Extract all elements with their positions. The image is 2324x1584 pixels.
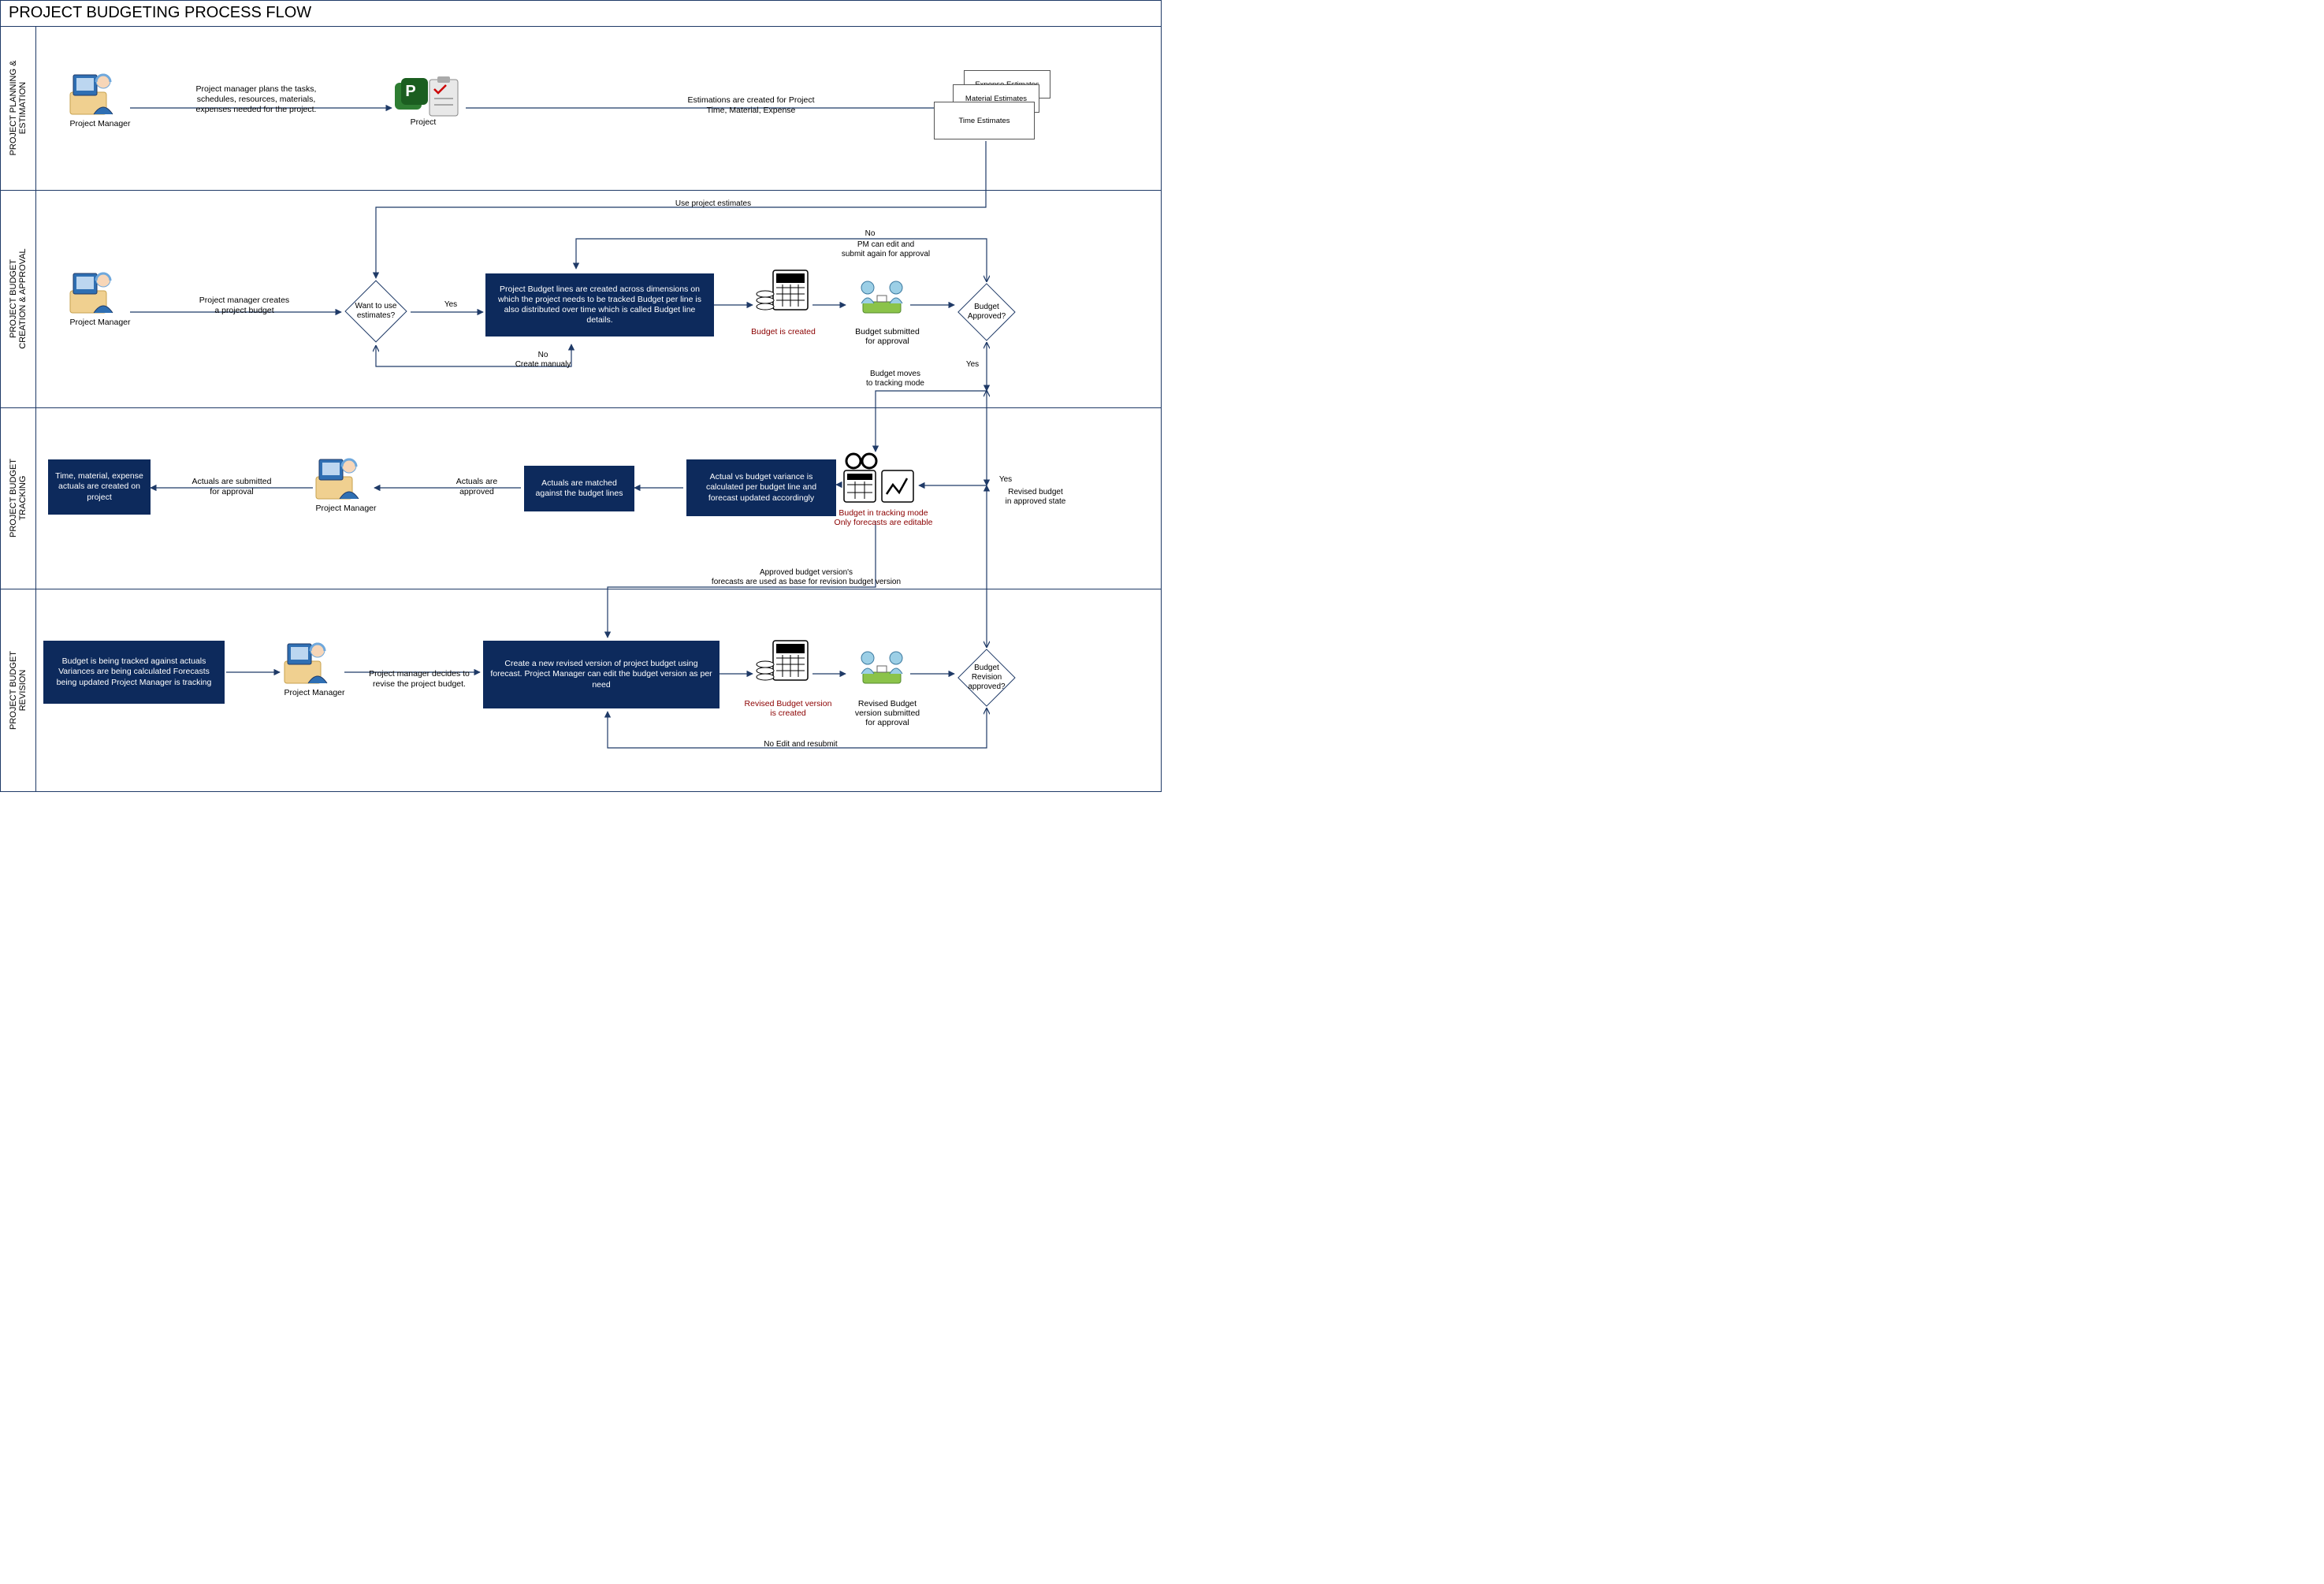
- icon-caption: Budget is created: [732, 327, 835, 337]
- process-box: Create a new revised version of project …: [483, 641, 720, 708]
- lane-border: [1, 190, 1161, 191]
- pm-icon: [70, 74, 113, 114]
- icon-caption: Revised Budget version submitted for app…: [836, 699, 939, 727]
- lane-border: [1, 26, 1161, 27]
- pm-icon: [284, 643, 327, 683]
- pm-caption: Project Manager: [307, 504, 385, 513]
- process-box: Budget is being tracked against actuals …: [43, 641, 225, 704]
- handoff-icon: [861, 281, 902, 313]
- process-box: Actuals are matched against the budget l…: [524, 466, 634, 511]
- diagram-root: PROJECT BUDGETING PROCESS FLOW PROJECT P…: [0, 0, 1162, 792]
- edge-label: Approved budget version's forecasts are …: [680, 568, 932, 587]
- process-box: Time, material, expense actuals are crea…: [48, 459, 151, 515]
- icon-caption: Budget submitted for approval: [836, 327, 939, 346]
- edge-label: Yes: [994, 475, 1017, 485]
- edge-label: Revised budget in approved state: [984, 488, 1087, 507]
- pm-icon: [316, 459, 359, 499]
- flow-text: Actuals are submitted for approval: [173, 477, 291, 497]
- edge-label: Yes: [961, 360, 984, 370]
- clipboard-icon: [429, 76, 458, 116]
- edge-label: No: [858, 229, 882, 239]
- process-box: Project Budget lines are created across …: [485, 273, 714, 337]
- budget-icon: [757, 641, 808, 680]
- edge-label: No Create manualy: [496, 351, 590, 370]
- lane-divider: [35, 26, 36, 792]
- flow-text: Actuals are approved: [429, 477, 524, 497]
- decision-node: Want to use estimates?: [344, 280, 407, 343]
- decision-node: Budget Revision approved?: [957, 649, 1016, 707]
- edge-label: Budget moves to tracking mode: [844, 370, 946, 389]
- flow-text: Estimations are created for Project Time…: [656, 95, 846, 116]
- flow-text: Project manager decides to revise the pr…: [352, 669, 486, 690]
- flow-text: Project manager plans the tasks, schedul…: [177, 84, 335, 115]
- pm-caption: Project Manager: [61, 119, 139, 128]
- decision-node: Budget Approved?: [957, 283, 1016, 341]
- svg-text:P: P: [405, 83, 415, 100]
- icon-caption: Revised Budget version is created: [729, 699, 847, 718]
- lane-label: PROJECT BUDGET CREATION & APPROVAL: [9, 190, 28, 407]
- page-title: PROJECT BUDGETING PROCESS FLOW: [9, 4, 311, 22]
- flow-text: Project manager creates a project budget: [177, 296, 311, 316]
- lane-label: PROJECT PLANNING & ESTIMATION: [9, 26, 28, 190]
- project-caption: Project: [400, 117, 447, 127]
- estimate-card: Time Estimates: [934, 102, 1035, 139]
- lane-label: PROJECT BUDGET TRACKING: [9, 407, 28, 589]
- edge-label: Use project estimates: [650, 199, 776, 209]
- tracking-icon: [844, 454, 913, 502]
- lane-border: [1, 407, 1161, 408]
- pm-caption: Project Manager: [275, 688, 354, 697]
- edge-label: Yes: [439, 300, 463, 310]
- pm-icon: [70, 273, 113, 313]
- lane-label: PROJECT BUDGET REVISION: [9, 589, 28, 792]
- pm-caption: Project Manager: [61, 318, 139, 327]
- icon-caption: Budget in tracking mode Only forecasts a…: [812, 508, 954, 527]
- edge-label: PM can edit and submit again for approva…: [819, 240, 953, 259]
- edge-label: No Edit and resubmit: [749, 740, 852, 749]
- budget-icon: [757, 270, 808, 310]
- project-icon: P: [395, 78, 428, 110]
- handoff-icon: [861, 652, 902, 683]
